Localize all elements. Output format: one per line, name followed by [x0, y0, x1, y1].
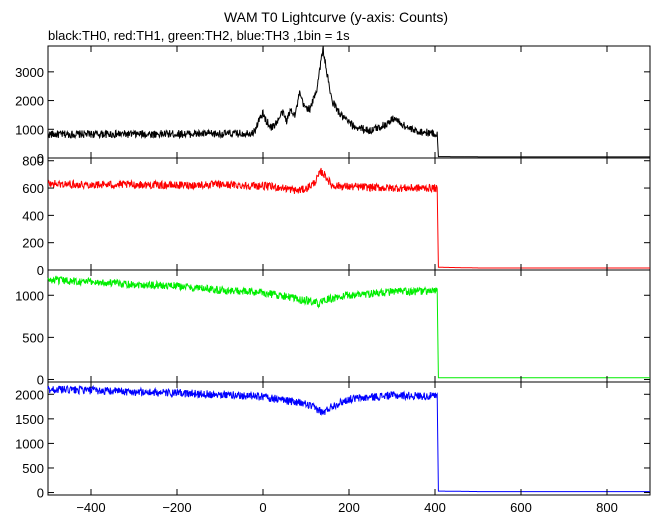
chart-panels: 0100020003000020040060080005001000050010…	[15, 45, 651, 501]
y-tick-label: 0	[37, 486, 44, 501]
x-tick-label: 600	[510, 500, 532, 515]
y-tick-label: 0	[37, 151, 44, 166]
y-tick-label: 2000	[15, 387, 44, 402]
x-tick-label: 0	[259, 500, 266, 515]
panel-frame	[47, 45, 651, 159]
chart-subtitle: black:TH0, red:TH1, green:TH2, blue:TH3 …	[48, 28, 350, 43]
chart-title: WAM T0 Lightcurve (y-axis: Counts)	[224, 9, 448, 25]
x-tick-label: −200	[162, 500, 191, 515]
panel-th2: 0 500 1000	[15, 269, 651, 387]
y-tick-label: 1000	[15, 436, 44, 451]
series-th3	[47, 384, 650, 493]
panel-th1: 0 200 400 600 800	[22, 154, 651, 278]
y-tick-label: 800	[22, 154, 44, 169]
y-tick-label: 500	[22, 330, 44, 345]
y-tick-label: 400	[22, 208, 44, 223]
y-tick-label: 0	[37, 263, 44, 278]
x-axis: −400 −200 0 200 400 600 800	[76, 500, 618, 515]
y-tick-label: 1000	[15, 288, 44, 303]
y-tick-label: 600	[22, 181, 44, 196]
x-tick-label: 200	[338, 500, 360, 515]
series-th1	[47, 167, 650, 269]
y-tick-label: 200	[22, 236, 44, 251]
x-tick-label: −400	[76, 500, 105, 515]
y-tick-label: 500	[22, 461, 44, 476]
panel-th0: 0 1000 2000 3000	[15, 45, 651, 166]
series-th0	[47, 45, 650, 158]
series-th2	[47, 275, 650, 379]
x-tick-label: 800	[596, 500, 618, 515]
panel-th3: 0 500 1000 1500 2000	[15, 381, 651, 501]
x-tick-label: 400	[424, 500, 446, 515]
y-tick-label: 3000	[15, 65, 44, 80]
y-tick-label: 0	[37, 372, 44, 387]
panel-frame	[47, 157, 651, 271]
y-tick-label: 1500	[15, 412, 44, 427]
y-tick-label: 1000	[15, 122, 44, 137]
y-tick-label: 2000	[15, 94, 44, 109]
